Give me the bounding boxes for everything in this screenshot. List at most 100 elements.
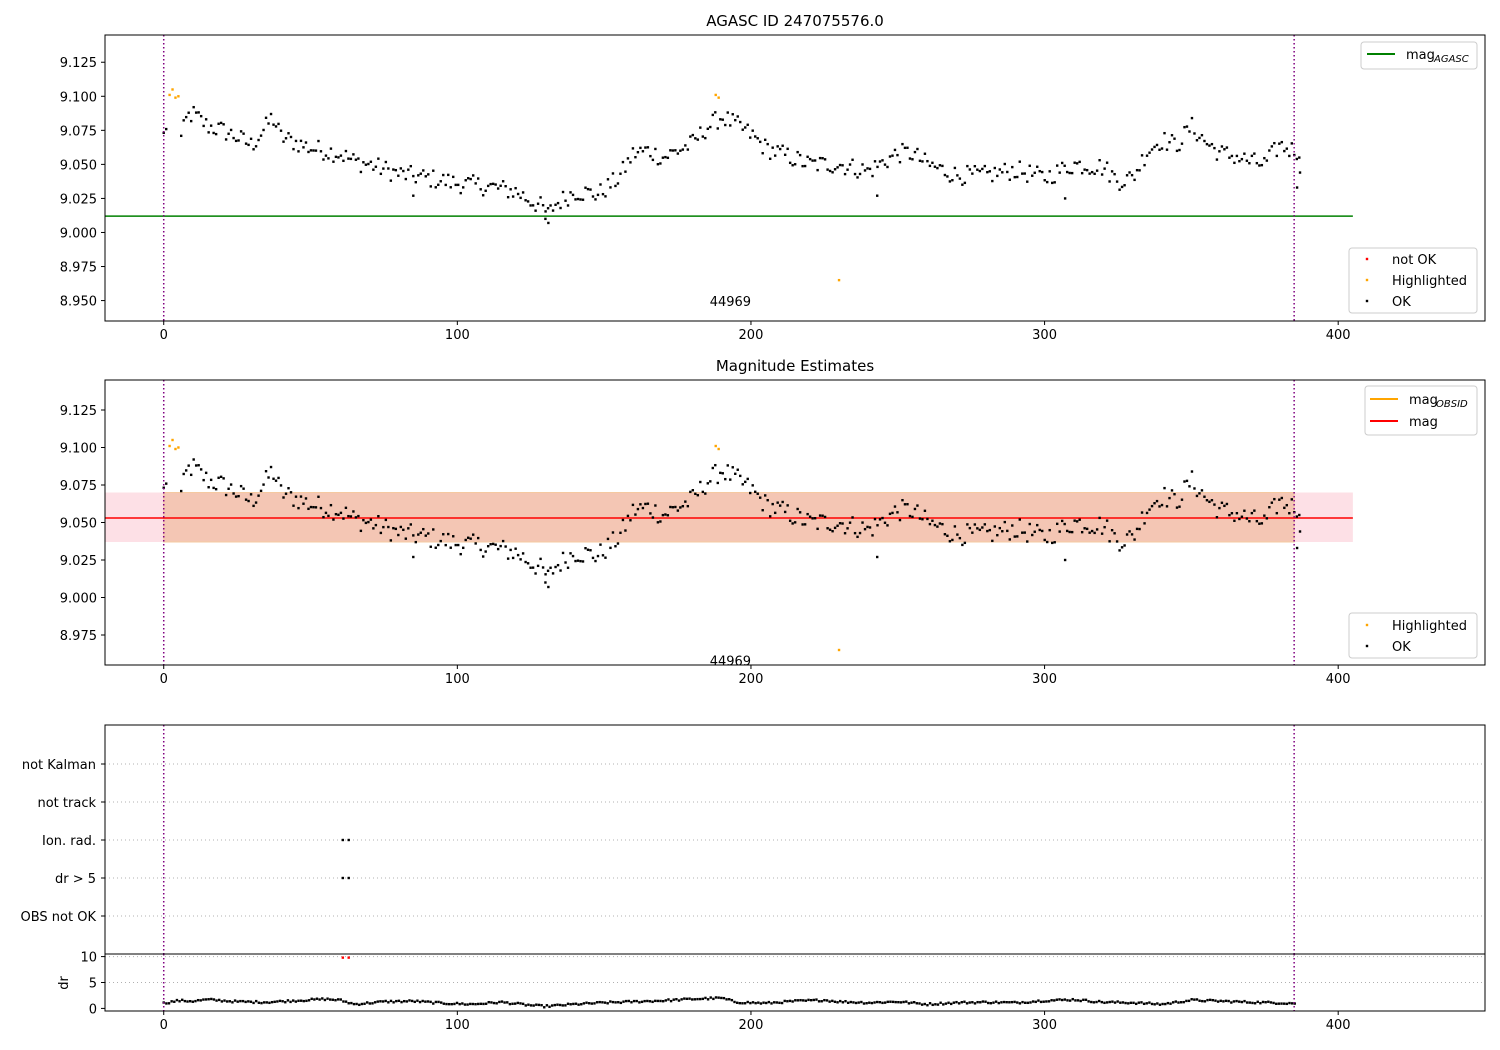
ok-point [691, 489, 695, 492]
ok-point [247, 499, 250, 503]
ok-point [327, 514, 330, 518]
ok-point [1053, 541, 1056, 544]
ok-point [798, 153, 802, 157]
dr-point [395, 999, 398, 1003]
ok-point [289, 491, 293, 494]
ok-point [274, 479, 278, 482]
ok-point [1173, 492, 1176, 496]
dr-point [170, 1000, 173, 1003]
dr-point [336, 998, 340, 1001]
dr-point [302, 999, 305, 1003]
ok-point [1143, 163, 1146, 167]
dr-point [432, 1002, 435, 1005]
dr-point [1219, 999, 1222, 1003]
dr-point [735, 1001, 739, 1004]
ok-point [1190, 116, 1194, 120]
dr-point [220, 1000, 224, 1003]
dr-point [239, 999, 242, 1003]
dr-point [743, 1002, 747, 1005]
dr-point [326, 997, 329, 1000]
ok-point [836, 166, 839, 169]
ok-point [1158, 505, 1161, 508]
dr-point [281, 1000, 284, 1003]
dr-point [881, 1001, 884, 1005]
ok-point [1051, 181, 1054, 185]
ok-point [219, 121, 223, 125]
ok-point [314, 506, 318, 509]
ok-point [1275, 511, 1279, 515]
ok-point [666, 156, 670, 160]
dr-point [278, 999, 282, 1003]
ok-point [581, 198, 585, 201]
dr-point [236, 1000, 239, 1003]
ok-point [978, 528, 982, 532]
ok-point [1028, 522, 1031, 526]
dr-point [812, 998, 815, 1002]
ok-point [801, 164, 804, 168]
ok-point [354, 516, 358, 519]
ok-point [234, 495, 238, 498]
dr-point [167, 1002, 171, 1005]
dr-point [376, 1000, 379, 1003]
ok-point [876, 524, 879, 527]
dr-point [619, 1001, 623, 1005]
dr-point [482, 1002, 485, 1006]
ok-point [501, 539, 505, 543]
dr-point [421, 999, 424, 1003]
ok-point [813, 517, 817, 520]
ok-point [908, 157, 912, 160]
dr-point [706, 998, 710, 1001]
ok-point [1100, 532, 1104, 535]
dr-point [1193, 998, 1196, 1001]
ok-point [766, 498, 769, 502]
ok-point [768, 515, 772, 518]
dr-point [704, 996, 707, 1000]
ok-point [1153, 502, 1156, 505]
ok-point [1063, 197, 1067, 200]
ok-point [269, 465, 273, 469]
ok-point [559, 569, 562, 572]
ok-point [449, 546, 452, 549]
ok-point [489, 543, 492, 546]
dr-point [696, 997, 699, 1001]
y-tick-label: 9.075 [60, 479, 97, 494]
ok-point [619, 531, 622, 535]
dr-point [886, 1000, 889, 1004]
ok-point [491, 182, 495, 186]
ok-point [726, 464, 729, 467]
ok-point [866, 525, 869, 529]
ok-point [1193, 487, 1196, 490]
ok-point [1203, 495, 1206, 498]
legend-bottom: not OK Highlighted OK [1348, 247, 1478, 314]
ok-point [529, 204, 532, 207]
ok-point [269, 112, 273, 116]
ok-point [229, 483, 233, 486]
ok-point [996, 533, 999, 537]
ok-point [1195, 139, 1199, 142]
ok-point [409, 523, 413, 526]
dr-point [561, 1004, 564, 1007]
dr-point [257, 1001, 261, 1004]
dr-point [175, 998, 179, 1002]
ok-point [197, 111, 200, 114]
ok-point [871, 534, 874, 537]
ok-point [339, 154, 343, 157]
ok-point [584, 186, 587, 189]
ok-point [237, 494, 240, 498]
highlighted-point [177, 95, 180, 98]
ok-point [379, 172, 383, 176]
dr-point [828, 1000, 831, 1003]
ok-point [719, 471, 722, 475]
ok-point [858, 531, 862, 535]
ok-point [654, 147, 657, 151]
ok-point [422, 527, 425, 531]
ok-point [302, 502, 305, 505]
dr-point [931, 1003, 934, 1007]
ok-point [669, 505, 672, 509]
ok-point [524, 560, 527, 564]
dr-point [677, 999, 681, 1002]
dr-point [654, 999, 657, 1003]
ok-point [437, 543, 440, 547]
dr-point [1214, 999, 1217, 1002]
ok-point [499, 184, 502, 187]
